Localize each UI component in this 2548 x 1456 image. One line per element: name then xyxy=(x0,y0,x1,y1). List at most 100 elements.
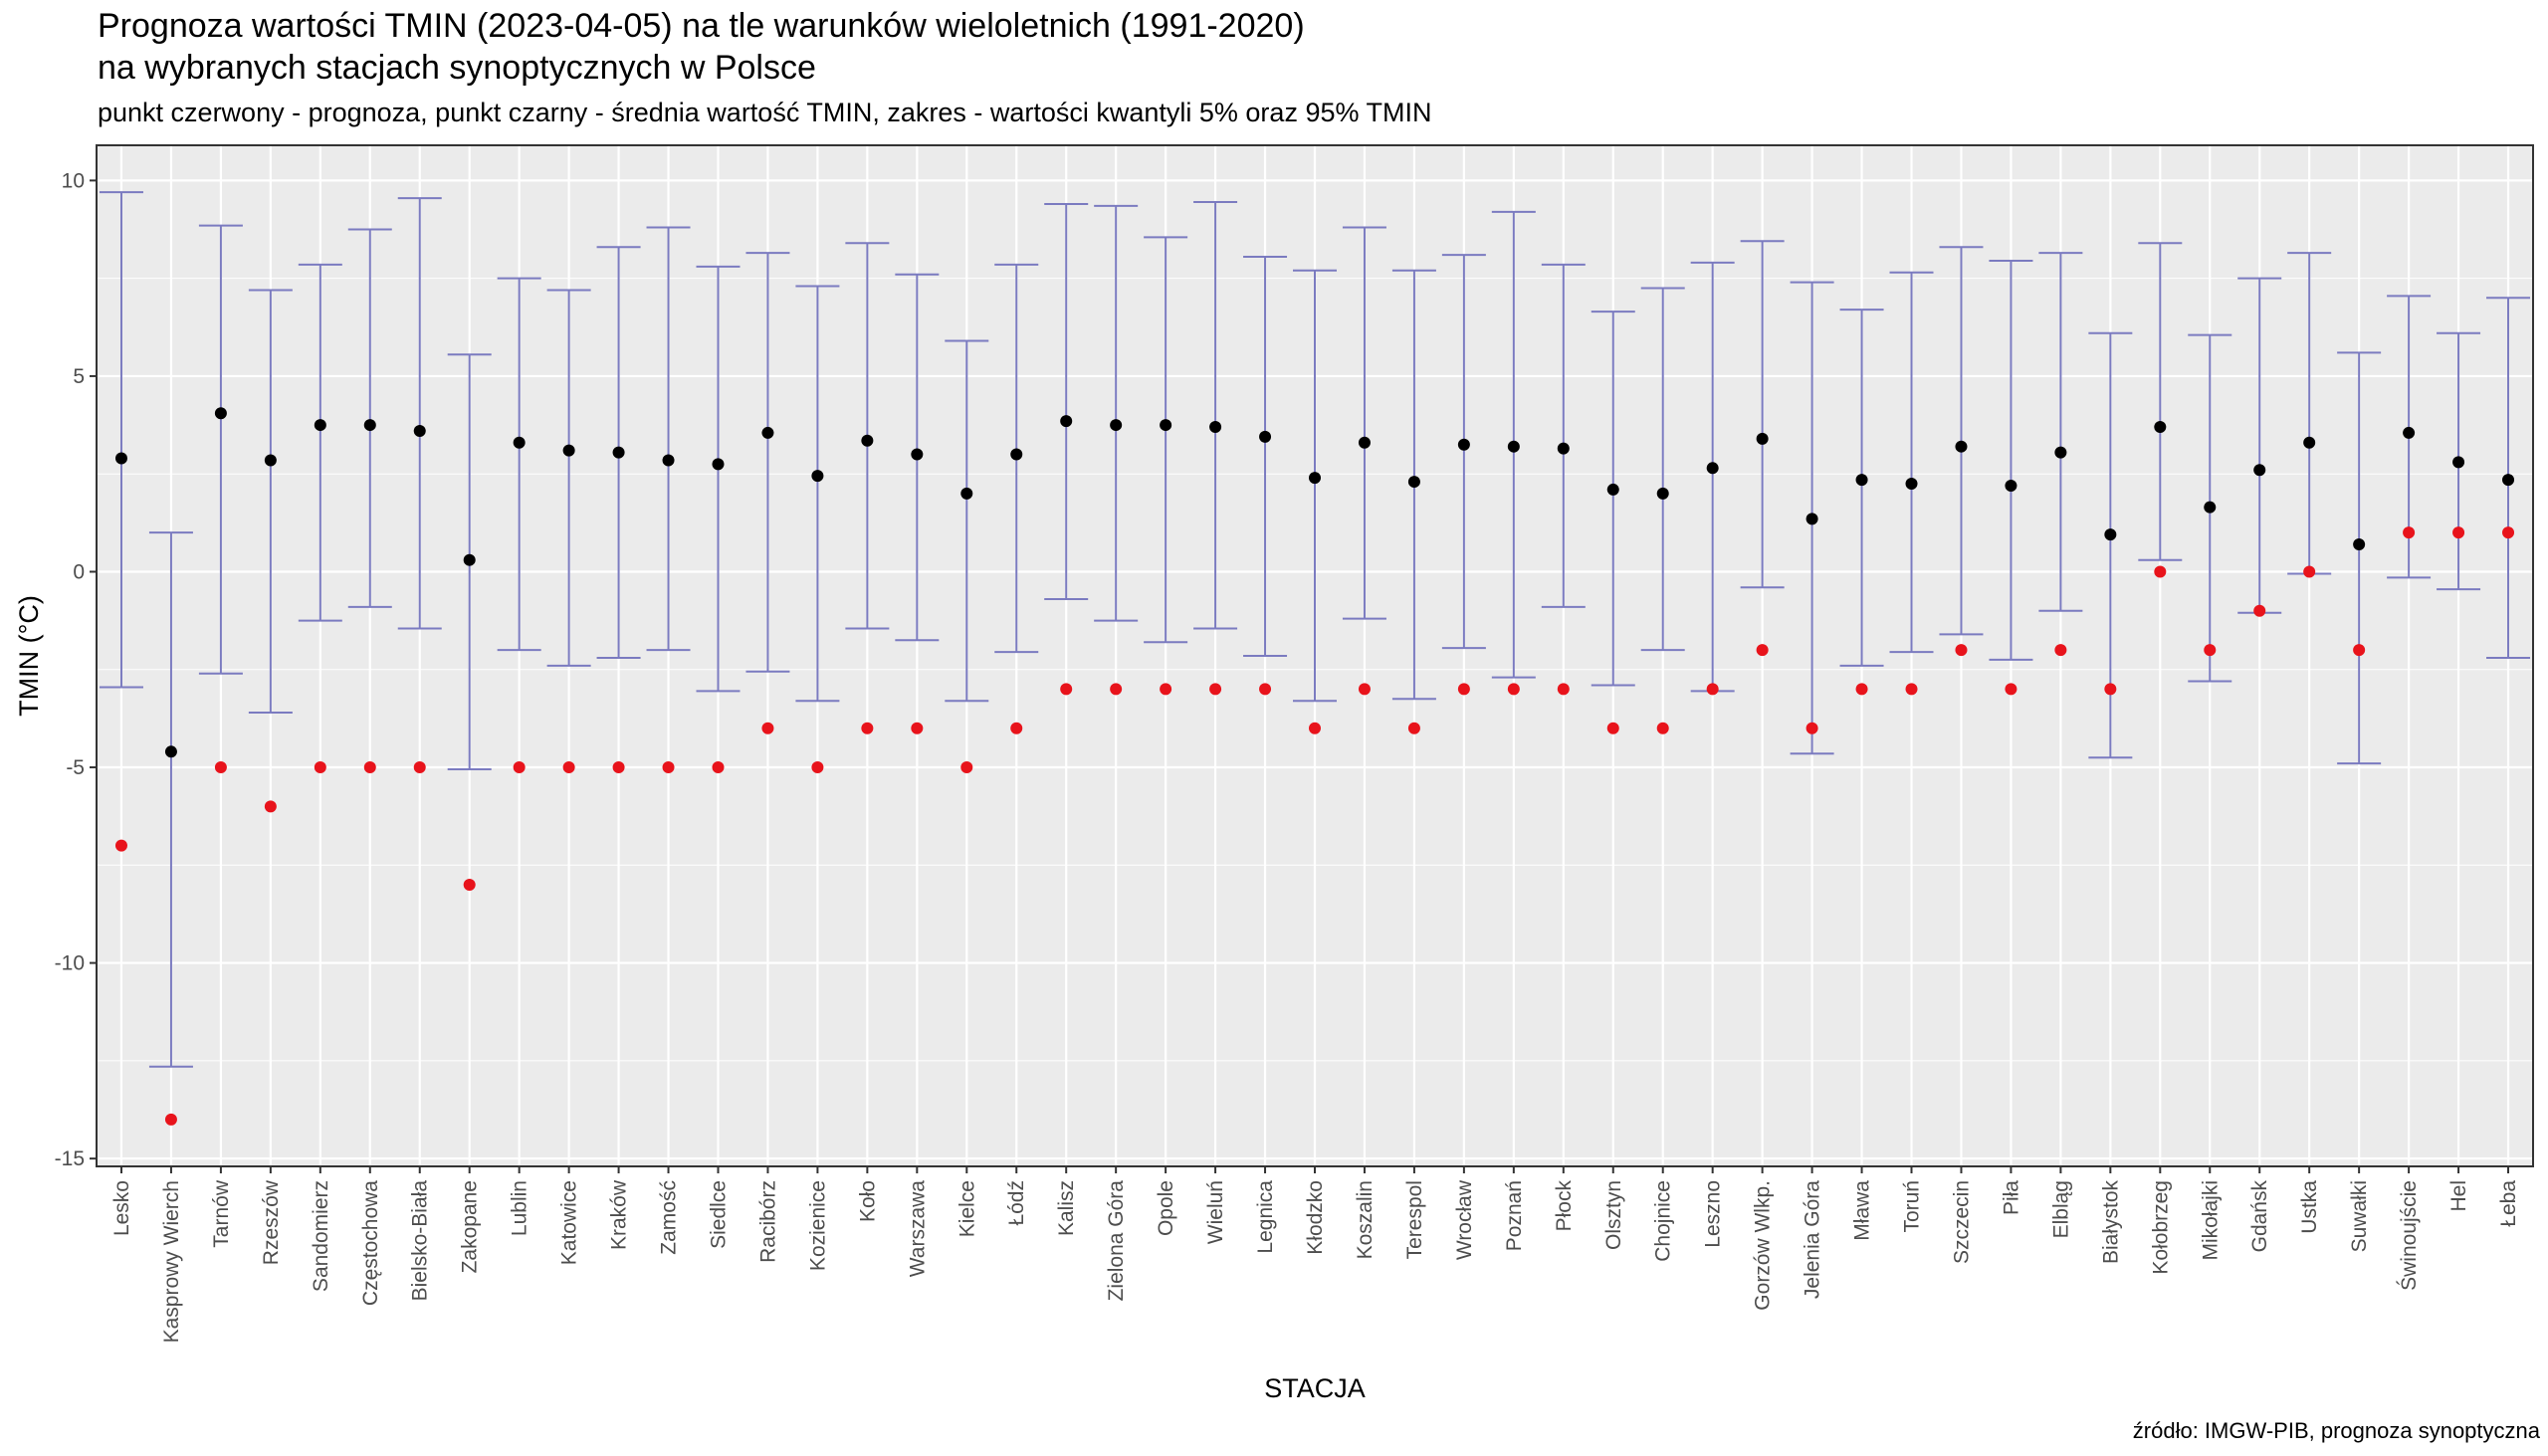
errorbar-10 xyxy=(546,289,591,667)
x-tick-label: Zielona Góra xyxy=(1105,1180,1128,1302)
forecast-point xyxy=(960,761,973,774)
forecast-point xyxy=(2104,683,2117,696)
x-tick-label: Koszalin xyxy=(1354,1180,1377,1259)
forecast-point xyxy=(1557,683,1570,696)
x-tick-label: Łódź xyxy=(1005,1180,1028,1226)
x-tick-label: Gorzów Wlkp. xyxy=(1752,1180,1775,1311)
forecast-point xyxy=(612,761,625,774)
y-axis-ticks: -15 -10 -5 0 5 10 xyxy=(55,169,97,1170)
x-tick-label: Kołobrzeg xyxy=(2149,1180,2172,1275)
mean-point xyxy=(1656,487,1669,500)
mean-point xyxy=(2502,474,2515,487)
forecast-point xyxy=(1955,644,1968,657)
mean-point xyxy=(861,434,874,447)
errorbar-42 xyxy=(2138,242,2183,561)
errorbar-2 xyxy=(148,531,193,1068)
errorbar-46 xyxy=(2337,351,2382,765)
mean-point xyxy=(2054,446,2067,459)
forecast-point xyxy=(811,761,824,774)
forecast-point xyxy=(1507,683,1520,696)
x-tick-label: Zakopane xyxy=(459,1180,482,1273)
forecast-point xyxy=(1855,683,1868,696)
x-tick-label: Mława xyxy=(1851,1180,1874,1241)
errorbar-9 xyxy=(497,277,541,652)
mean-point xyxy=(1209,421,1222,434)
mean-point xyxy=(1606,483,1619,496)
forecast-point xyxy=(2154,565,2167,578)
mean-point xyxy=(960,487,973,500)
x-tick-label: Katowice xyxy=(558,1180,581,1265)
forecast-point xyxy=(1010,722,1023,734)
forecast-point xyxy=(1805,722,1818,734)
mean-point xyxy=(1358,436,1371,449)
mean-point xyxy=(2452,456,2465,469)
forecast-point xyxy=(1407,722,1420,734)
x-tick-label: Olsztyn xyxy=(1602,1180,1625,1250)
errorbar-23 xyxy=(1193,201,1238,630)
x-axis-ticks: Lesko Kasprowy Wierch Tarnów Rzeszów Sandomi… xyxy=(110,1166,2520,1343)
forecast-point xyxy=(861,722,874,734)
y-tick-label: 0 xyxy=(73,560,85,583)
errorbar-39 xyxy=(1989,259,2033,661)
forecast-point xyxy=(1606,722,1619,734)
forecast-point xyxy=(164,1113,177,1126)
x-tick-label: Elbląg xyxy=(2049,1180,2072,1238)
y-axis-title: TMIN (°C) xyxy=(14,595,44,717)
errorbar-6 xyxy=(347,228,392,608)
forecast-point xyxy=(1110,683,1123,696)
errorbar-4 xyxy=(248,289,293,714)
errorbar-21 xyxy=(1094,204,1139,622)
y-tick-label: -15 xyxy=(55,1147,85,1170)
mean-point xyxy=(2303,436,2316,449)
mean-point xyxy=(2253,464,2266,477)
forecast-point xyxy=(264,800,277,813)
mean-point xyxy=(1010,448,1023,461)
x-tick-label: Kłodzko xyxy=(1304,1180,1327,1255)
forecast-point xyxy=(1656,722,1669,734)
x-tick-label: Bielsko-Biała xyxy=(409,1180,432,1302)
x-tick-label: Jelenia Góra xyxy=(1802,1180,1824,1299)
errorbar-36 xyxy=(1839,309,1884,667)
errorbar-37 xyxy=(1889,271,1934,654)
mean-point xyxy=(1855,474,1868,487)
x-tick-label: Gdańsk xyxy=(2248,1180,2271,1253)
y-tick-label: 10 xyxy=(62,169,85,192)
x-tick-label: Częstochowa xyxy=(359,1180,382,1306)
forecast-point xyxy=(413,761,426,774)
y-tick-label: 5 xyxy=(73,365,85,388)
errorbar-40 xyxy=(2038,252,2083,612)
mean-point xyxy=(1457,438,1470,451)
forecast-point xyxy=(214,761,227,774)
mean-point xyxy=(911,448,924,461)
errorbar-13 xyxy=(696,265,741,693)
x-tick-label: Koło xyxy=(856,1180,879,1222)
mean-point xyxy=(463,553,476,566)
chart-subtitle: punkt czerwony - prognoza, punkt czarny … xyxy=(98,98,1432,127)
x-tick-label: Legnica xyxy=(1254,1180,1277,1254)
mean-point xyxy=(413,424,426,437)
x-tick-label: Leszno xyxy=(1702,1180,1725,1248)
forecast-point xyxy=(712,761,725,774)
forecast-point xyxy=(2452,526,2465,539)
mean-point xyxy=(811,470,824,483)
errorbar-31 xyxy=(1591,311,1635,687)
errorbar-1 xyxy=(99,191,143,689)
forecast-point xyxy=(1309,722,1321,734)
x-tick-label: Warszawa xyxy=(906,1180,929,1278)
x-tick-label: Łeba xyxy=(2497,1180,2520,1227)
mean-point xyxy=(1160,419,1172,432)
source-caption: źródło: IMGW-PIB, prognoza synoptyczna xyxy=(2132,1418,2540,1443)
mean-point xyxy=(314,419,326,432)
mean-point xyxy=(1259,430,1272,443)
forecast-point xyxy=(761,722,774,734)
x-tick-label: Kielce xyxy=(956,1180,978,1237)
mean-point xyxy=(1955,440,1968,453)
forecast-point xyxy=(114,839,127,852)
mean-point xyxy=(2353,537,2366,550)
forecast-point xyxy=(1209,683,1222,696)
x-tick-label: Hel xyxy=(2447,1180,2470,1212)
errorbar-32 xyxy=(1640,287,1685,652)
forecast-point xyxy=(463,878,476,891)
forecast-point xyxy=(2502,526,2515,539)
mean-point xyxy=(2104,528,2117,541)
